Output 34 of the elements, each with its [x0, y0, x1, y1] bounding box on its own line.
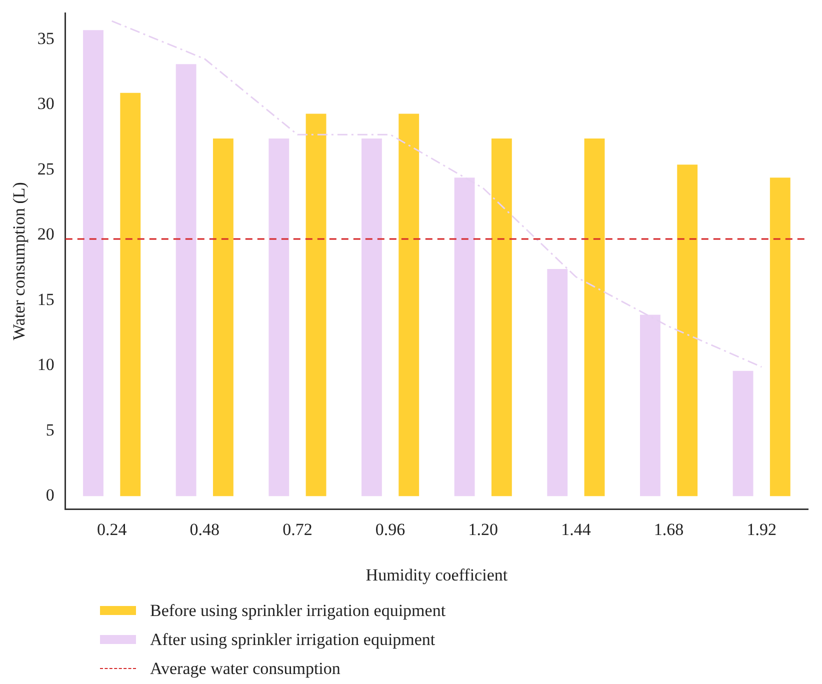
bar [770, 178, 790, 496]
bar [212, 138, 234, 496]
y-tick-label: 0 [46, 486, 54, 505]
x-tick-label: 1.68 [654, 520, 684, 539]
y-tick-label: 20 [37, 224, 54, 244]
x-tick-label: 0.72 [282, 520, 312, 539]
legend-label: Average water consumption [150, 658, 340, 678]
bar [677, 164, 698, 496]
bar [306, 114, 326, 496]
y-axis-title: Water consumption (L) [10, 182, 29, 340]
bar [732, 370, 754, 496]
bar [176, 64, 196, 496]
bar [584, 138, 605, 496]
y-tick-label: 10 [37, 355, 54, 374]
y-tick-label: 15 [37, 290, 54, 309]
x-axis-title: Humidity coefficient [366, 565, 508, 584]
y-tick-label: 30 [37, 94, 54, 114]
bar [491, 138, 512, 496]
bar [83, 30, 104, 496]
bar [362, 138, 382, 496]
x-tick-label: 0.48 [190, 520, 220, 539]
bar [398, 114, 420, 496]
y-tick-label: 25 [37, 159, 54, 178]
x-tick-label: 1.20 [468, 520, 498, 539]
legend-label: After using sprinkler irrigation equipment [150, 630, 436, 650]
x-tick-label: 0.24 [96, 520, 128, 539]
y-tick-label: 5 [46, 420, 54, 440]
legend-label: Before using sprinkler irrigation equipment [150, 600, 446, 620]
x-tick-label: 1.44 [561, 520, 592, 539]
bar [268, 138, 290, 496]
bar [120, 92, 141, 496]
x-tick-label: 1.92 [746, 520, 776, 539]
x-tick-label: 0.96 [375, 520, 406, 539]
y-tick-label: 35 [37, 28, 54, 48]
